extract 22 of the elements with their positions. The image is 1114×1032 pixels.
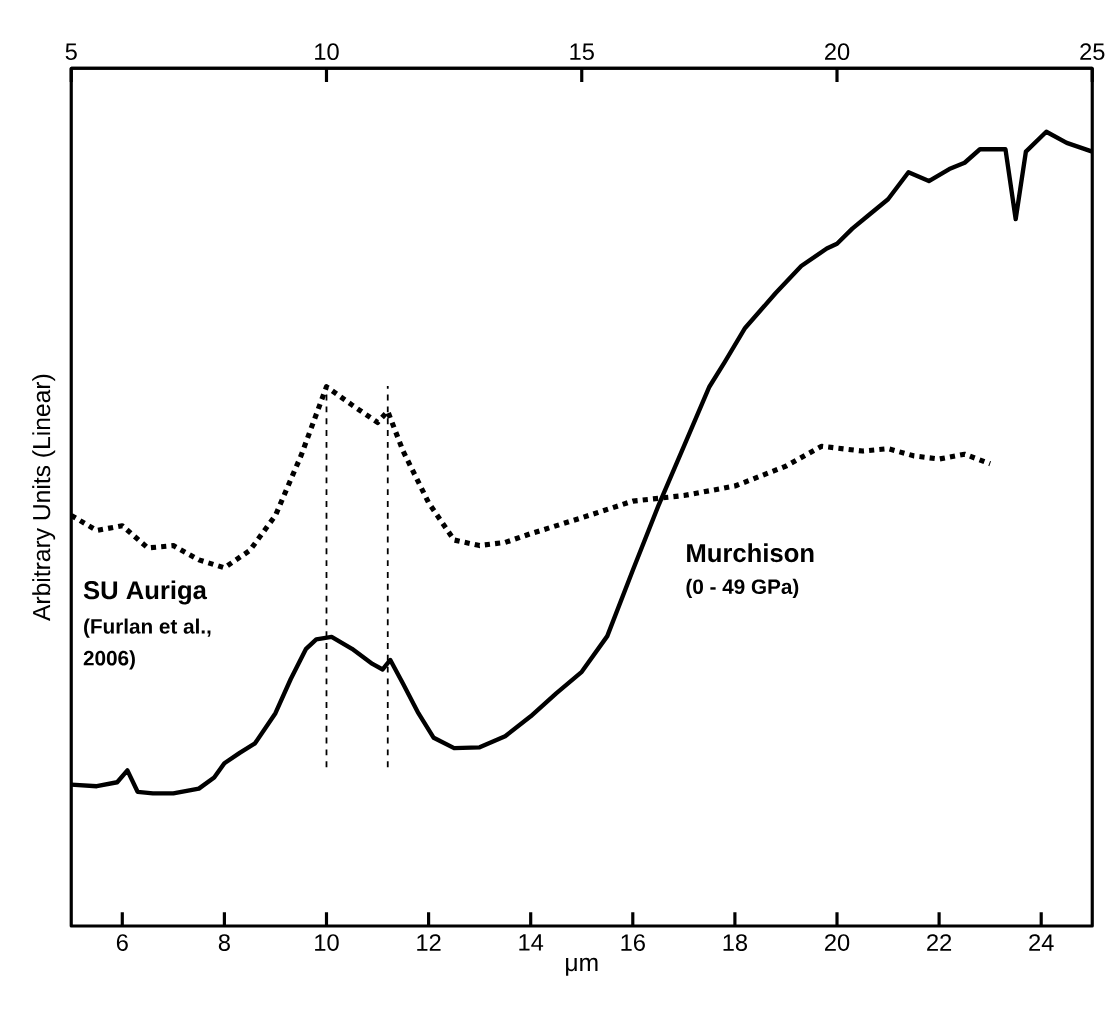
x-tick-label: 10 <box>315 934 339 951</box>
x-tick-label: 8 <box>218 934 230 951</box>
annotation: SU Auriga <box>83 580 208 605</box>
annotation: (0 - 49 GPa) <box>686 578 799 599</box>
x-tick-label: 18 <box>723 934 748 951</box>
x-axis-title: μm <box>566 957 598 976</box>
x2-tick-label: 15 <box>570 43 594 61</box>
x-tick-label: 16 <box>621 934 645 951</box>
x-tick-label: 6 <box>116 934 128 951</box>
x-tick-label: 22 <box>927 934 952 951</box>
annotation: 2006) <box>83 650 135 670</box>
x-tick-label: 14 <box>519 934 544 951</box>
x-tick-label: 12 <box>417 934 441 951</box>
x2-tick-label: 5 <box>65 43 77 61</box>
x2-tick-label: 20 <box>825 43 850 61</box>
x2-tick-label: 10 <box>315 43 339 61</box>
annotation: Murchison <box>687 543 814 563</box>
x-tick-label: 24 <box>1029 934 1054 951</box>
annotation: (Furlan et al., <box>84 618 211 638</box>
y-axis-title: Arbitrary Units (Linear) <box>32 374 56 622</box>
x-tick-label: 20 <box>825 934 850 951</box>
x2-tick-label: 25 <box>1080 43 1105 61</box>
